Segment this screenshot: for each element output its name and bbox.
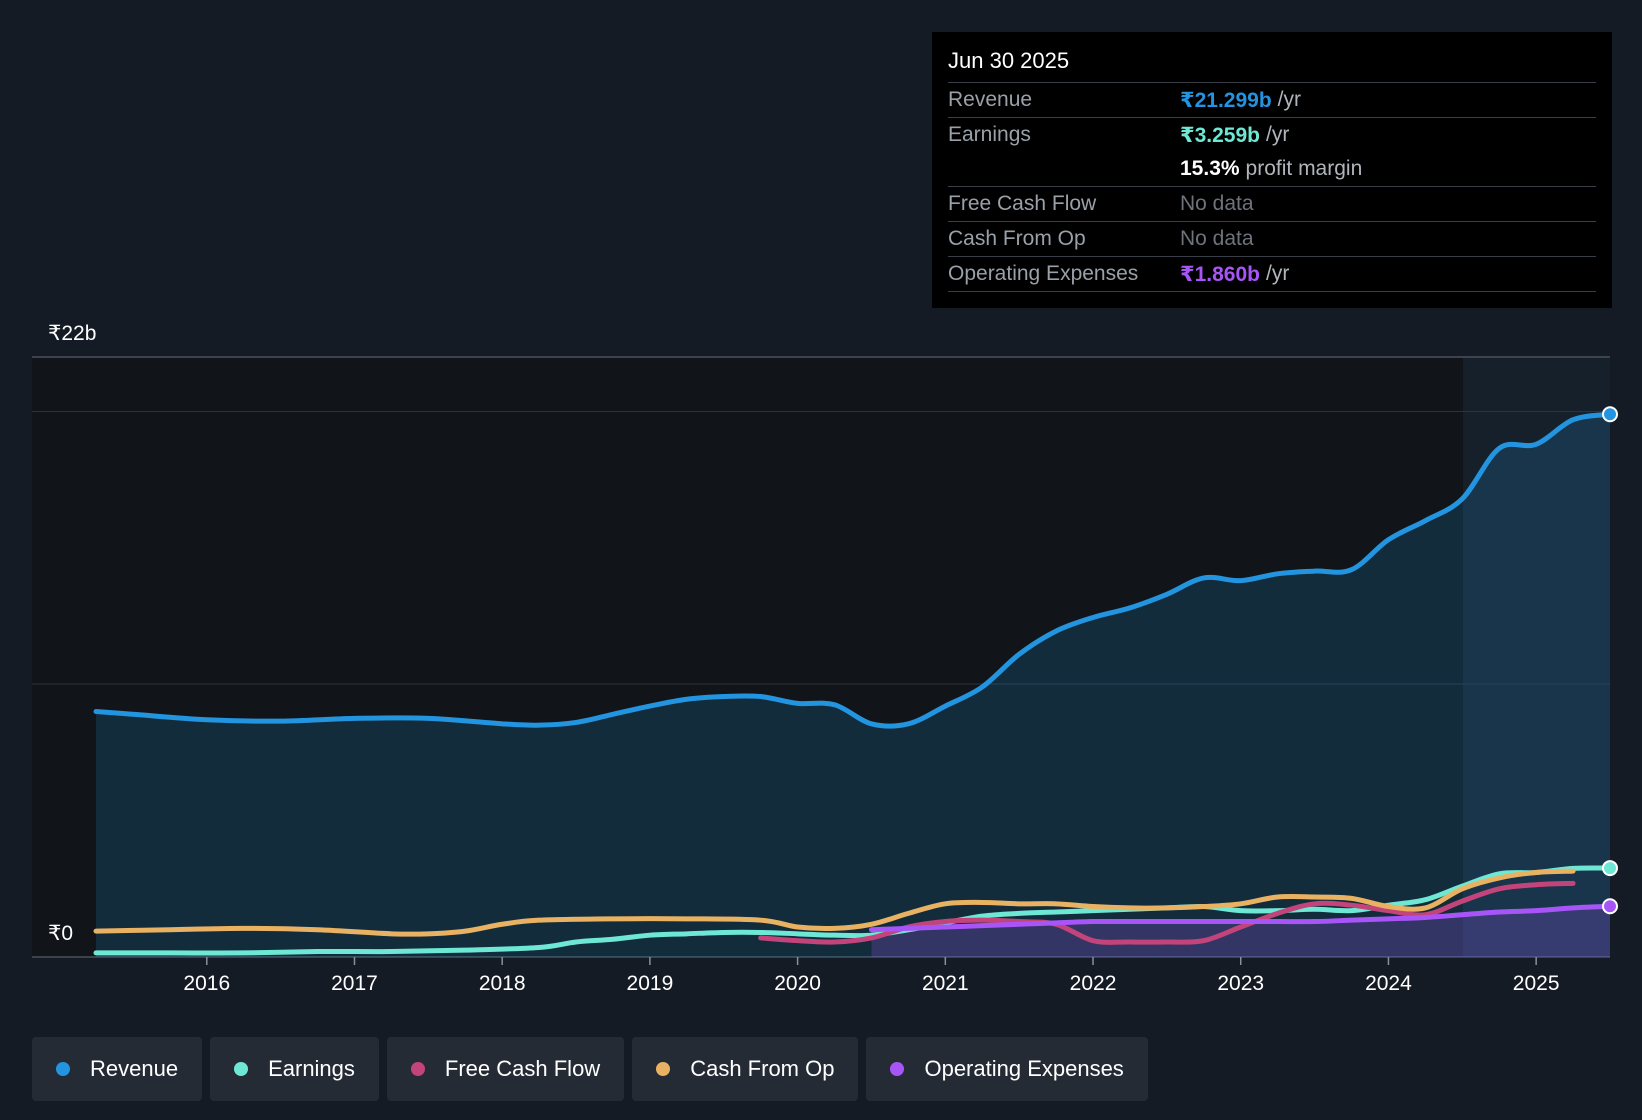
x-tick-label: 2022	[1070, 972, 1117, 995]
tooltip-panel: Jun 30 2025 Revenue ₹21.299b /yr Earning…	[932, 32, 1612, 308]
operating-expenses-end-marker	[1602, 898, 1618, 915]
legend-item-revenue[interactable]: Revenue	[32, 1037, 203, 1101]
x-tick-label: 2021	[922, 972, 969, 995]
legend-item-operating-expenses[interactable]: Operating Expenses	[866, 1037, 1148, 1101]
tooltip-row-earnings: Earnings ₹3.259b /yr	[948, 117, 1596, 152]
tooltip-label: Free Cash Flow	[948, 192, 1097, 215]
legend-label: Free Cash Flow	[444, 1056, 601, 1081]
x-tick-label: 2020	[774, 972, 821, 995]
x-tick-label: 2023	[1217, 972, 1264, 995]
revenue-dot-icon	[56, 1062, 70, 1076]
tooltip-unit: profit margin	[1245, 157, 1363, 180]
tooltip-value: ₹1.860b	[1180, 262, 1260, 286]
x-tick-label: 2024	[1365, 972, 1412, 995]
x-tick-label: 2019	[627, 972, 674, 995]
tooltip-row-cash-from-op: Cash From Op No data	[948, 221, 1596, 256]
legend-item-cash-from-op[interactable]: Cash From Op	[632, 1037, 859, 1101]
legend-label: Earnings	[268, 1056, 355, 1081]
tooltip-label: Revenue	[948, 88, 1033, 111]
earnings-dot-icon	[234, 1062, 249, 1076]
x-tick-label: 2025	[1513, 972, 1560, 995]
cash-from-op-dot-icon	[656, 1062, 671, 1076]
tooltip-date: Jun 30 2025	[948, 48, 1070, 73]
earnings-end-marker	[1602, 860, 1618, 877]
tooltip-value: No data	[1180, 227, 1254, 250]
legend-label: Operating Expenses	[924, 1056, 1124, 1081]
tooltip-label: Operating Expenses	[948, 262, 1139, 285]
operating-expenses-line	[868, 903, 1613, 933]
tooltip-row-free-cash-flow: Free Cash Flow No data	[948, 186, 1596, 221]
tooltip-unit: /yr	[1277, 88, 1301, 111]
legend-label: Cash From Op	[690, 1056, 835, 1081]
tooltip-row-revenue: Revenue ₹21.299b /yr	[948, 82, 1596, 117]
tooltip-label: Earnings	[948, 123, 1031, 146]
revenue-area	[96, 414, 1610, 958]
x-axis-ticks: 2016 2017 2018 2019 2020 2021 2022 2023 2024 2025	[183, 957, 1560, 995]
operating-expenses-dot-icon	[890, 1062, 905, 1076]
tooltip-row-profit-margin: 15.3% profit margin	[948, 152, 1596, 186]
legend-label: Revenue	[90, 1056, 179, 1081]
free-cash-flow-dot-icon	[410, 1062, 425, 1076]
x-tick-label: 2016	[183, 972, 230, 995]
legend-item-earnings[interactable]: Earnings	[210, 1037, 379, 1101]
cash-from-op-line	[93, 868, 1576, 937]
revenue-line	[93, 411, 1613, 729]
legend-item-free-cash-flow[interactable]: Free Cash Flow	[386, 1037, 625, 1101]
y-axis-bottom-label: ₹0	[48, 922, 73, 945]
plot-background	[32, 357, 1610, 957]
highlight-band	[1463, 357, 1610, 957]
tooltip-value: 15.3%	[1180, 157, 1240, 180]
tooltip-value: No data	[1180, 192, 1254, 215]
tooltip-value: ₹3.259b	[1180, 123, 1260, 147]
revenue-end-marker	[1602, 406, 1618, 423]
chart-legend: Revenue Earnings Free Cash Flow Cash Fro…	[32, 1037, 1148, 1101]
x-tick-label: 2018	[479, 972, 526, 995]
tooltip-row-operating-expenses: Operating Expenses ₹1.860b /yr	[948, 256, 1596, 292]
series-layer	[93, 406, 1618, 958]
tooltip-unit: /yr	[1266, 262, 1290, 285]
tooltip-value: ₹21.299b	[1180, 88, 1272, 112]
tooltip-label: Cash From Op	[948, 227, 1086, 250]
tooltip-unit: /yr	[1266, 123, 1290, 146]
x-tick-label: 2017	[331, 972, 378, 995]
y-axis-top-label: ₹22b	[48, 322, 96, 345]
